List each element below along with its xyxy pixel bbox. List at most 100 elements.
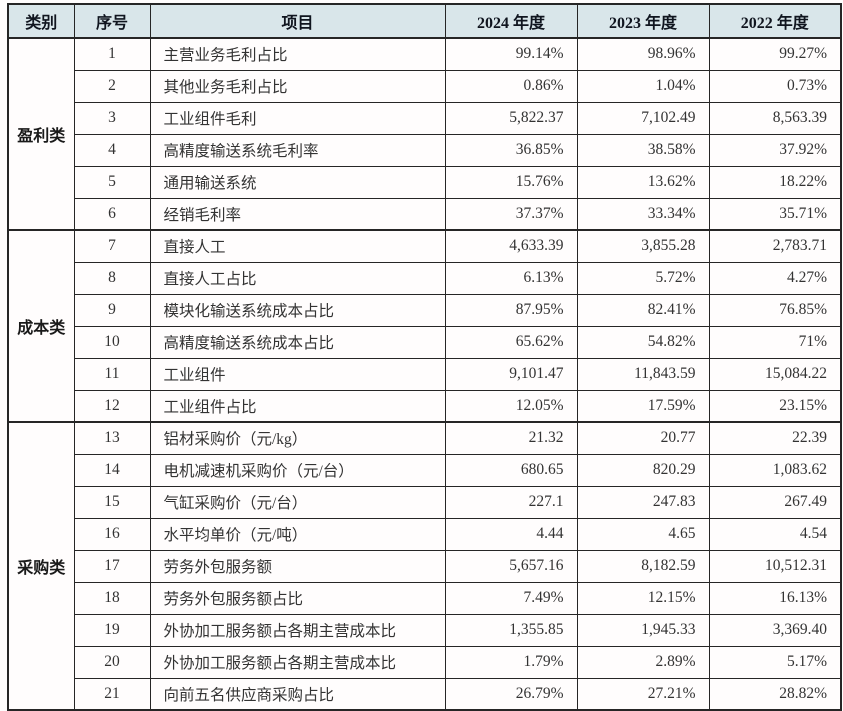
value-2022-cell: 1,083.62 <box>708 453 842 487</box>
value-2022-cell: 4.27% <box>708 261 842 295</box>
row-number-cell: 10 <box>73 325 151 359</box>
table-row: 2 其他业务毛利占比 0.86% 1.04% 0.73% <box>8 69 842 103</box>
value-2023-cell: 8,182.59 <box>576 549 710 583</box>
item-name-cell: 外协加工服务额占各期主营成本比 <box>149 645 446 679</box>
value-2023-cell: 54.82% <box>576 325 710 359</box>
table-row: 9 模块化输送系统成本占比 87.95% 82.41% 76.85% <box>8 293 842 327</box>
value-2024-cell: 9,101.47 <box>444 357 578 391</box>
row-number-cell: 2 <box>73 69 151 103</box>
value-2024-cell: 15.76% <box>444 165 578 199</box>
item-name-cell: 通用输送系统 <box>149 165 446 199</box>
value-2023-cell: 33.34% <box>576 197 710 231</box>
row-number-cell: 19 <box>73 613 151 647</box>
value-2023-cell: 20.77 <box>576 421 710 455</box>
value-2022-cell: 22.39 <box>708 421 842 455</box>
value-2022-cell: 71% <box>708 325 842 359</box>
value-2023-cell: 7,102.49 <box>576 101 710 135</box>
value-2022-cell: 267.49 <box>708 485 842 519</box>
item-name-cell: 模块化输送系统成本占比 <box>149 293 446 327</box>
value-2022-cell: 18.22% <box>708 165 842 199</box>
item-name-cell: 水平均单价（元/吨） <box>149 517 446 551</box>
value-2022-cell: 16.13% <box>708 581 842 615</box>
header-2023: 2023 年度 <box>576 3 710 39</box>
value-2023-cell: 1.04% <box>576 69 710 103</box>
row-number-cell: 17 <box>73 549 151 583</box>
item-name-cell: 工业组件占比 <box>149 389 446 423</box>
value-2024-cell: 65.62% <box>444 325 578 359</box>
header-2024: 2024 年度 <box>444 3 578 39</box>
table-row: 盈利类 1 主营业务毛利占比 99.14% 98.96% 99.27% <box>7 37 842 231</box>
value-2022-cell: 0.73% <box>708 69 842 103</box>
row-number-cell: 12 <box>73 389 151 423</box>
table-row: 4 高精度输送系统毛利率 36.85% 38.58% 37.92% <box>8 133 842 167</box>
row-number-cell: 6 <box>73 197 151 231</box>
row-number-cell: 18 <box>73 581 151 615</box>
row-number-cell: 7 <box>73 229 151 263</box>
value-2024-cell: 5,822.37 <box>444 101 578 135</box>
value-2023-cell: 4.65 <box>576 517 710 551</box>
table-body: 盈利类 1 主营业务毛利占比 99.14% 98.96% 99.27% 2 其他业务毛利占比 0… <box>7 37 842 711</box>
value-2023-cell: 2.89% <box>576 645 710 679</box>
category-cell: 采购类 <box>7 421 75 711</box>
value-2023-cell: 17.59% <box>576 389 710 423</box>
value-2023-cell: 82.41% <box>576 293 710 327</box>
value-2024-cell: 1.79% <box>444 645 578 679</box>
item-name-cell: 电机减速机采购价（元/台） <box>149 453 446 487</box>
value-2022-cell: 37.92% <box>708 133 842 167</box>
value-2023-cell: 13.62% <box>576 165 710 199</box>
row-number-cell: 9 <box>73 293 151 327</box>
value-2023-cell: 12.15% <box>576 581 710 615</box>
value-2024-cell: 87.95% <box>444 293 578 327</box>
value-2023-cell: 11,843.59 <box>576 357 710 391</box>
row-number-cell: 8 <box>73 261 151 295</box>
value-2024-cell: 5,657.16 <box>444 549 578 583</box>
row-number-cell: 3 <box>73 101 151 135</box>
table-row: 10 高精度输送系统成本占比 65.62% 54.82% 71% <box>8 325 842 359</box>
value-2022-cell: 2,783.71 <box>708 229 842 263</box>
value-2023-cell: 98.96% <box>576 37 710 71</box>
item-name-cell: 劳务外包服务额 <box>149 549 446 583</box>
row-number-cell: 14 <box>73 453 151 487</box>
value-2023-cell: 5.72% <box>576 261 710 295</box>
item-name-cell: 经销毛利率 <box>149 197 446 231</box>
item-name-cell: 外协加工服务额占各期主营成本比 <box>149 613 446 647</box>
table-row: 12 工业组件占比 12.05% 17.59% 23.15% <box>8 389 842 423</box>
value-2022-cell: 28.82% <box>708 677 842 711</box>
value-2022-cell: 10,512.31 <box>708 549 842 583</box>
value-2022-cell: 99.27% <box>708 37 842 71</box>
value-2024-cell: 12.05% <box>444 389 578 423</box>
item-name-cell: 向前五名供应商采购占比 <box>149 677 446 711</box>
row-number-cell: 1 <box>73 37 151 71</box>
table-row: 3 工业组件毛利 5,822.37 7,102.49 8,563.39 <box>8 101 842 135</box>
table-row: 成本类 7 直接人工 4,633.39 3,855.28 2,783.71 <box>7 229 842 423</box>
table-row: 19 外协加工服务额占各期主营成本比 1,355.85 1,945.33 3,369.4… <box>8 613 842 647</box>
row-number-cell: 4 <box>73 133 151 167</box>
value-2022-cell: 4.54 <box>708 517 842 551</box>
table-row: 14 电机减速机采购价（元/台） 680.65 820.29 1,083.62 <box>8 453 842 487</box>
row-number-cell: 20 <box>73 645 151 679</box>
row-number-cell: 11 <box>73 357 151 391</box>
item-name-cell: 直接人工占比 <box>149 261 446 295</box>
table-row: 18 劳务外包服务额占比 7.49% 12.15% 16.13% <box>8 581 842 615</box>
value-2023-cell: 820.29 <box>576 453 710 487</box>
item-name-cell: 直接人工 <box>149 229 446 263</box>
value-2024-cell: 37.37% <box>444 197 578 231</box>
value-2024-cell: 21.32 <box>444 421 578 455</box>
row-number-cell: 15 <box>73 485 151 519</box>
header-item: 项目 <box>149 3 446 39</box>
table-row: 16 水平均单价（元/吨） 4.44 4.65 4.54 <box>8 517 842 551</box>
value-2023-cell: 247.83 <box>576 485 710 519</box>
item-name-cell: 高精度输送系统毛利率 <box>149 133 446 167</box>
value-2024-cell: 4.44 <box>444 517 578 551</box>
table-row: 21 向前五名供应商采购占比 26.79% 27.21% 28.82% <box>8 677 842 711</box>
value-2023-cell: 3,855.28 <box>576 229 710 263</box>
value-2022-cell: 35.71% <box>708 197 842 231</box>
value-2022-cell: 3,369.40 <box>708 613 842 647</box>
table-row: 采购类 13 铝材采购价（元/kg） 21.32 20.77 22.39 <box>7 421 842 711</box>
table-row: 17 劳务外包服务额 5,657.16 8,182.59 10,512.31 <box>8 549 842 583</box>
table-row: 6 经销毛利率 37.37% 33.34% 35.71% <box>8 197 842 231</box>
value-2022-cell: 76.85% <box>708 293 842 327</box>
value-2024-cell: 4,633.39 <box>444 229 578 263</box>
table-row: 8 直接人工占比 6.13% 5.72% 4.27% <box>8 261 842 295</box>
